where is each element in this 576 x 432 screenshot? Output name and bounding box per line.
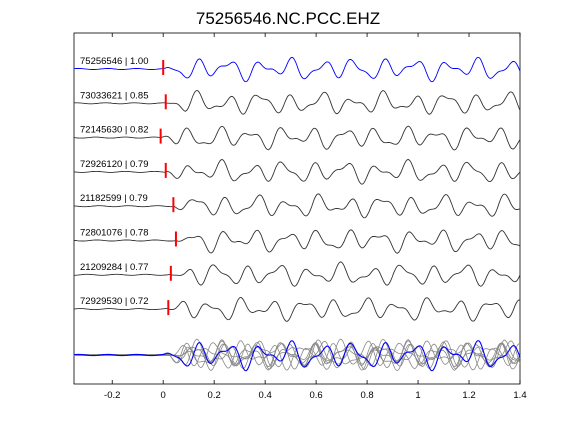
trace-label: 21209284 | 0.77 [80, 262, 149, 273]
x-tick-label: 0.8 [360, 390, 373, 401]
trace-line [74, 261, 521, 287]
trace-label: 73033621 | 0.85 [80, 90, 149, 101]
trace-label: 72929530 | 0.72 [80, 296, 149, 307]
overlay-stack [73, 338, 521, 372]
x-tick-label: 1.4 [513, 390, 526, 401]
trace-label: 72145630 | 0.82 [80, 125, 149, 136]
plot-frame [73, 32, 521, 385]
trace-label: 21182599 | 0.79 [80, 193, 148, 204]
trace-line [74, 90, 521, 115]
trace-label: 72801076 | 0.78 [80, 228, 149, 239]
trace-labels: 75256546 | 1.00 73033621 | 0.85 72145630 |… [80, 56, 149, 307]
x-tick-label: -0.2 [104, 390, 120, 401]
x-tick-label: 0.6 [310, 390, 323, 401]
overlay-trace [73, 340, 521, 371]
chart-title: 75256546.NC.PCC.EHZ [196, 9, 380, 28]
traces-layer [73, 56, 521, 322]
trace-line [73, 56, 521, 83]
trace-line [73, 193, 521, 219]
x-tick-label: 0.4 [259, 390, 272, 401]
trace-line [73, 125, 521, 151]
pick-markers [159, 60, 177, 316]
trace-line [73, 159, 521, 185]
overlay-trace [74, 338, 521, 369]
trace-line [73, 297, 520, 322]
x-tick-label: 0 [161, 390, 166, 401]
x-axis: -0.2 0 0.2 0.4 0.6 0.8 1 1.2 1.4 [104, 33, 527, 401]
trace-line [73, 229, 521, 254]
x-tick-label: 1 [415, 390, 420, 401]
x-tick-label: 1.2 [462, 390, 475, 401]
trace-label: 72926120 | 0.79 [80, 159, 149, 170]
x-tick-label: 0.2 [208, 390, 221, 401]
trace-label: 75256546 | 1.00 [80, 56, 149, 67]
overlay-trace [73, 339, 521, 372]
